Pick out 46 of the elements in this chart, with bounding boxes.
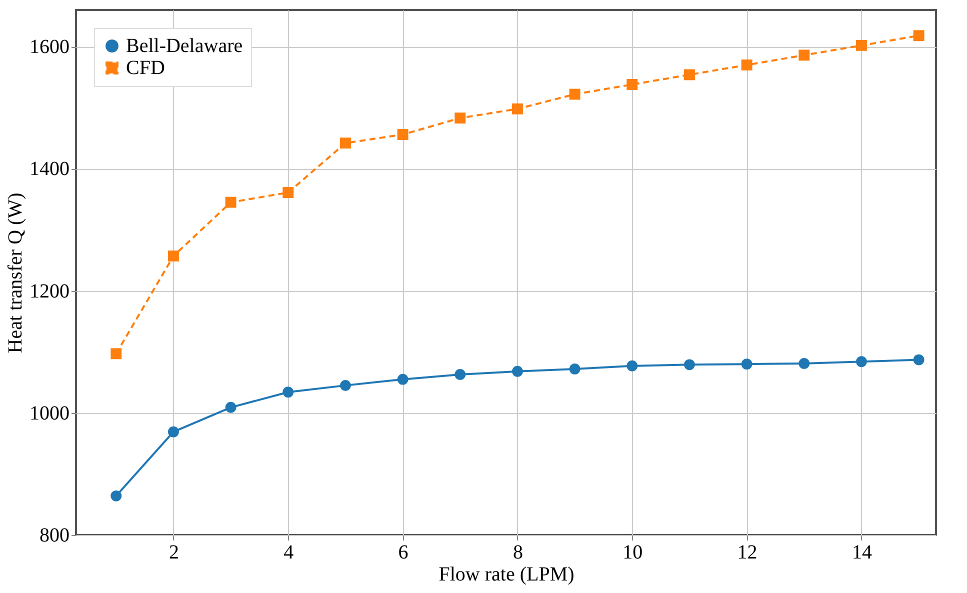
- point: [798, 50, 810, 61]
- x-tick-label: 4: [284, 542, 294, 564]
- x-tick-label: 10: [622, 542, 643, 564]
- x-tick-label: 8: [512, 542, 523, 564]
- point: [512, 366, 523, 377]
- point: [282, 187, 294, 198]
- point: [225, 402, 236, 413]
- y-tick-label: 800: [40, 524, 70, 546]
- x-tick-label: 14: [852, 542, 872, 564]
- point: [741, 59, 752, 70]
- y-tick-label: 1000: [30, 402, 70, 424]
- point: [626, 79, 638, 90]
- point: [741, 358, 752, 370]
- y-tick-label: 1400: [30, 158, 70, 180]
- point: [282, 386, 294, 398]
- point: [684, 69, 695, 80]
- x-tick-label: 12: [737, 542, 758, 564]
- point: [569, 363, 580, 374]
- legend-label: CFD: [126, 57, 165, 79]
- point: [110, 348, 122, 360]
- point: [168, 250, 179, 262]
- point: [913, 30, 924, 42]
- point: [340, 138, 351, 149]
- x-tick-label: 6: [398, 542, 408, 564]
- point: [626, 360, 638, 372]
- point: [684, 359, 695, 370]
- x-tick-label: 2: [168, 542, 179, 564]
- point: [110, 490, 122, 502]
- point: [512, 103, 523, 114]
- y-axis-title: Heat transfer Q (W): [4, 192, 26, 354]
- point: [856, 40, 867, 51]
- point: [913, 354, 924, 366]
- y-tick-label: 1600: [30, 36, 70, 58]
- point: [340, 380, 351, 391]
- point: [168, 426, 179, 438]
- point: [225, 196, 236, 208]
- y-tick-label: 1200: [30, 280, 70, 302]
- point: [454, 368, 466, 380]
- point: [569, 88, 580, 100]
- point: [798, 358, 810, 369]
- point: [397, 129, 408, 140]
- point: [856, 356, 867, 368]
- legend-label: Bell-Delaware: [126, 35, 243, 57]
- point: [454, 112, 466, 124]
- point: [397, 374, 408, 385]
- x-axis-title: Flow rate (LPM): [438, 564, 574, 586]
